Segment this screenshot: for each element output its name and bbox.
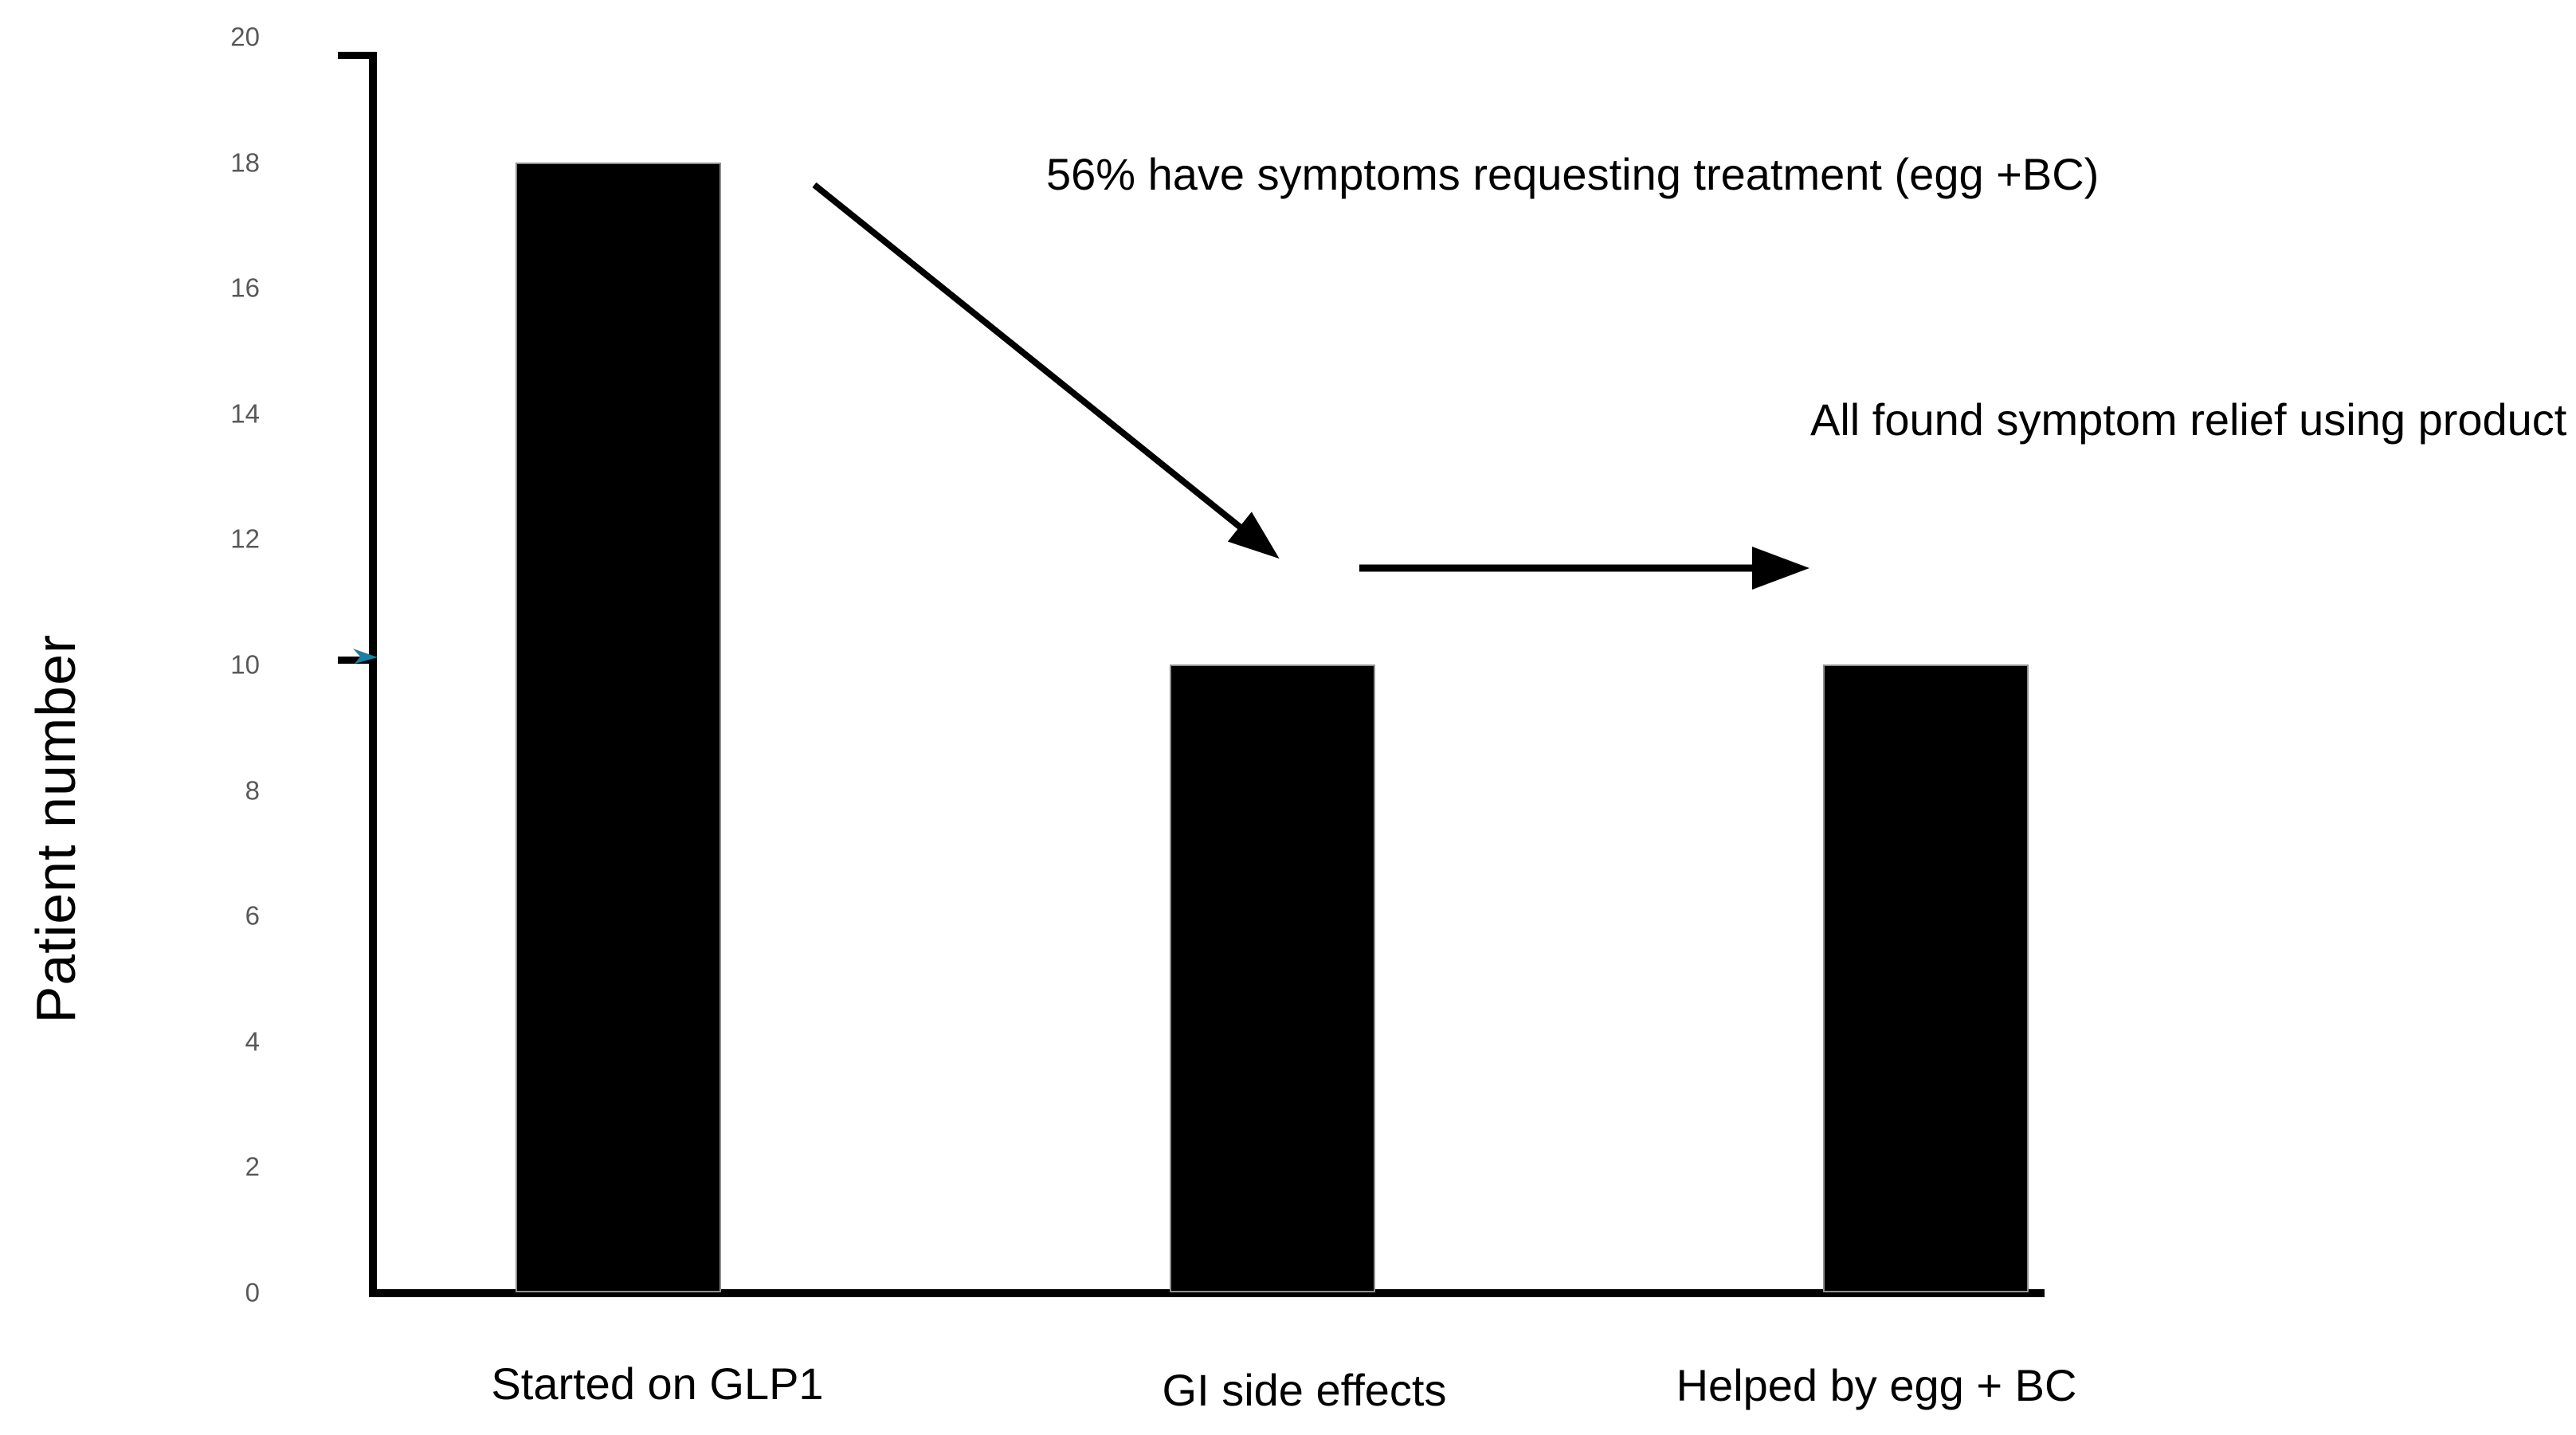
y-tick-label-8: 8 xyxy=(245,775,260,806)
y-tick-label-20: 20 xyxy=(230,22,260,52)
annotation-treatment: 56% have symptoms requesting treatment (… xyxy=(1046,149,2100,199)
bar-gi-side-effects xyxy=(1170,665,1375,1292)
x-axis-label-helped-by-egg-bc: Helped by egg + BC xyxy=(1676,1360,2077,1410)
y-axis-tick-10 xyxy=(338,657,377,664)
bar-started-on-glp1 xyxy=(516,163,721,1292)
y-tick-label-12: 12 xyxy=(230,523,260,554)
y-tick-label-4: 4 xyxy=(245,1026,260,1057)
y-axis-title: Patient number xyxy=(25,633,87,1024)
x-axis-line xyxy=(369,1289,2045,1297)
y-tick-label-10: 10 xyxy=(230,649,260,680)
diagonal-arrow xyxy=(812,182,1280,559)
y-tick-label-18: 18 xyxy=(230,147,260,178)
x-axis-label-gi-side-effects: GI side effects xyxy=(1162,1365,1447,1415)
y-axis-line xyxy=(369,52,377,1297)
y-axis-top-tick xyxy=(338,52,377,59)
y-tick-label-2: 2 xyxy=(245,1151,260,1182)
annotation-relief: All found symptom relief using product xyxy=(1810,394,2567,445)
bar-helped-by-egg-bc xyxy=(1823,665,2029,1292)
y-tick-label-0: 0 xyxy=(245,1277,260,1308)
y-tick-label-16: 16 xyxy=(230,272,260,303)
y-tick-label-6: 6 xyxy=(245,900,260,931)
y-tick-label-14: 14 xyxy=(230,398,260,429)
x-axis-label-started-on-glp1: Started on GLP1 xyxy=(491,1359,824,1409)
